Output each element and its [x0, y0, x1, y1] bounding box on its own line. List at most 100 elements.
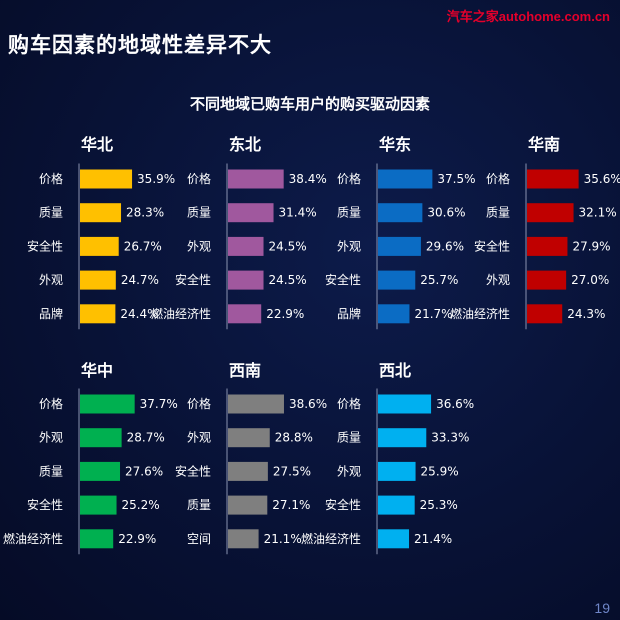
category-label: 安全性 — [325, 497, 361, 512]
category-label: 安全性 — [325, 272, 361, 287]
category-label: 价格 — [187, 396, 211, 411]
bar — [228, 495, 268, 515]
category-label: 外观 — [337, 464, 361, 478]
category-label: 质量 — [187, 206, 211, 220]
category-label: 质量 — [187, 498, 211, 512]
value-label: 38.6% — [289, 397, 327, 411]
bar — [527, 236, 568, 256]
value-label: 38.4% — [289, 172, 327, 186]
bar — [228, 428, 270, 448]
category-label: 安全性 — [175, 272, 211, 287]
bar — [80, 169, 133, 189]
value-label: 24.7% — [121, 273, 159, 287]
bar — [378, 394, 432, 414]
bar — [228, 529, 259, 549]
value-label: 22.9% — [266, 307, 304, 321]
value-label: 27.5% — [273, 464, 311, 478]
bar — [228, 169, 284, 189]
value-label: 25.2% — [122, 498, 160, 512]
category-label: 安全性 — [27, 238, 63, 253]
bar — [228, 304, 262, 324]
value-label: 31.4% — [279, 206, 317, 220]
bar — [80, 495, 117, 515]
value-label: 29.6% — [426, 239, 464, 253]
category-label: 燃油经济性 — [151, 306, 211, 321]
value-label: 21.1% — [264, 532, 302, 546]
bar — [80, 304, 116, 324]
bar — [80, 236, 119, 256]
category-label: 价格 — [39, 396, 63, 411]
region-title: 华中 — [81, 361, 113, 380]
value-label: 28.3% — [126, 206, 164, 220]
value-label: 28.7% — [127, 431, 165, 445]
value-label: 21.4% — [414, 532, 452, 546]
bar — [527, 169, 579, 189]
value-label: 25.9% — [421, 464, 459, 478]
bar — [378, 461, 416, 481]
value-label: 35.9% — [137, 172, 175, 186]
category-label: 质量 — [39, 464, 63, 478]
category-label: 安全性 — [175, 463, 211, 478]
bar — [378, 169, 433, 189]
region-title: 西北 — [379, 361, 411, 380]
chart-subtitle: 不同地域已购车用户的购买驱动因素 — [189, 95, 430, 113]
category-label: 价格 — [337, 171, 361, 186]
bar — [80, 529, 114, 549]
category-label: 品牌 — [39, 307, 63, 321]
bar — [378, 304, 410, 324]
value-label: 27.6% — [125, 464, 163, 478]
category-label: 价格 — [39, 171, 63, 186]
value-label: 28.8% — [275, 431, 313, 445]
category-label: 质量 — [486, 206, 510, 220]
category-label: 质量 — [337, 206, 361, 220]
category-label: 燃油经济性 — [3, 531, 63, 546]
value-label: 37.5% — [437, 172, 475, 186]
value-label: 24.5% — [269, 273, 307, 287]
bar — [527, 304, 563, 324]
value-label: 36.6% — [436, 397, 474, 411]
value-label: 25.3% — [420, 498, 458, 512]
bar — [80, 270, 116, 290]
category-label: 价格 — [337, 396, 361, 411]
bar — [228, 236, 264, 256]
value-label: 32.1% — [579, 206, 617, 220]
bar — [378, 428, 427, 448]
category-label: 空间 — [187, 532, 211, 546]
bar — [527, 270, 567, 290]
value-label: 21.7% — [414, 307, 452, 321]
bar — [228, 394, 284, 414]
category-label: 质量 — [39, 206, 63, 220]
page-title: 购车因素的地域性差异不大 — [8, 33, 272, 57]
category-label: 外观 — [337, 239, 361, 253]
value-label: 25.7% — [420, 273, 458, 287]
bar — [80, 203, 122, 223]
region-title: 华南 — [528, 135, 560, 154]
value-label: 24.5% — [269, 239, 307, 253]
watermark: 汽车之家autohome.com.cn — [446, 9, 610, 24]
bar — [228, 270, 264, 290]
bar — [378, 270, 416, 290]
category-label: 外观 — [486, 273, 510, 287]
page-number: 19 — [594, 600, 610, 616]
bar — [378, 236, 421, 256]
bar — [228, 203, 274, 223]
category-label: 价格 — [486, 171, 510, 186]
category-label: 燃油经济性 — [450, 306, 510, 321]
region-title: 东北 — [229, 135, 261, 154]
bar — [527, 203, 574, 223]
value-label: 27.1% — [272, 498, 310, 512]
category-label: 价格 — [187, 171, 211, 186]
bar — [378, 529, 410, 549]
category-label: 外观 — [187, 239, 211, 253]
category-label: 安全性 — [474, 238, 510, 253]
value-label: 27.9% — [572, 239, 610, 253]
category-label: 外观 — [187, 431, 211, 445]
category-label: 外观 — [39, 431, 63, 445]
category-label: 安全性 — [27, 497, 63, 512]
value-label: 22.9% — [118, 532, 156, 546]
